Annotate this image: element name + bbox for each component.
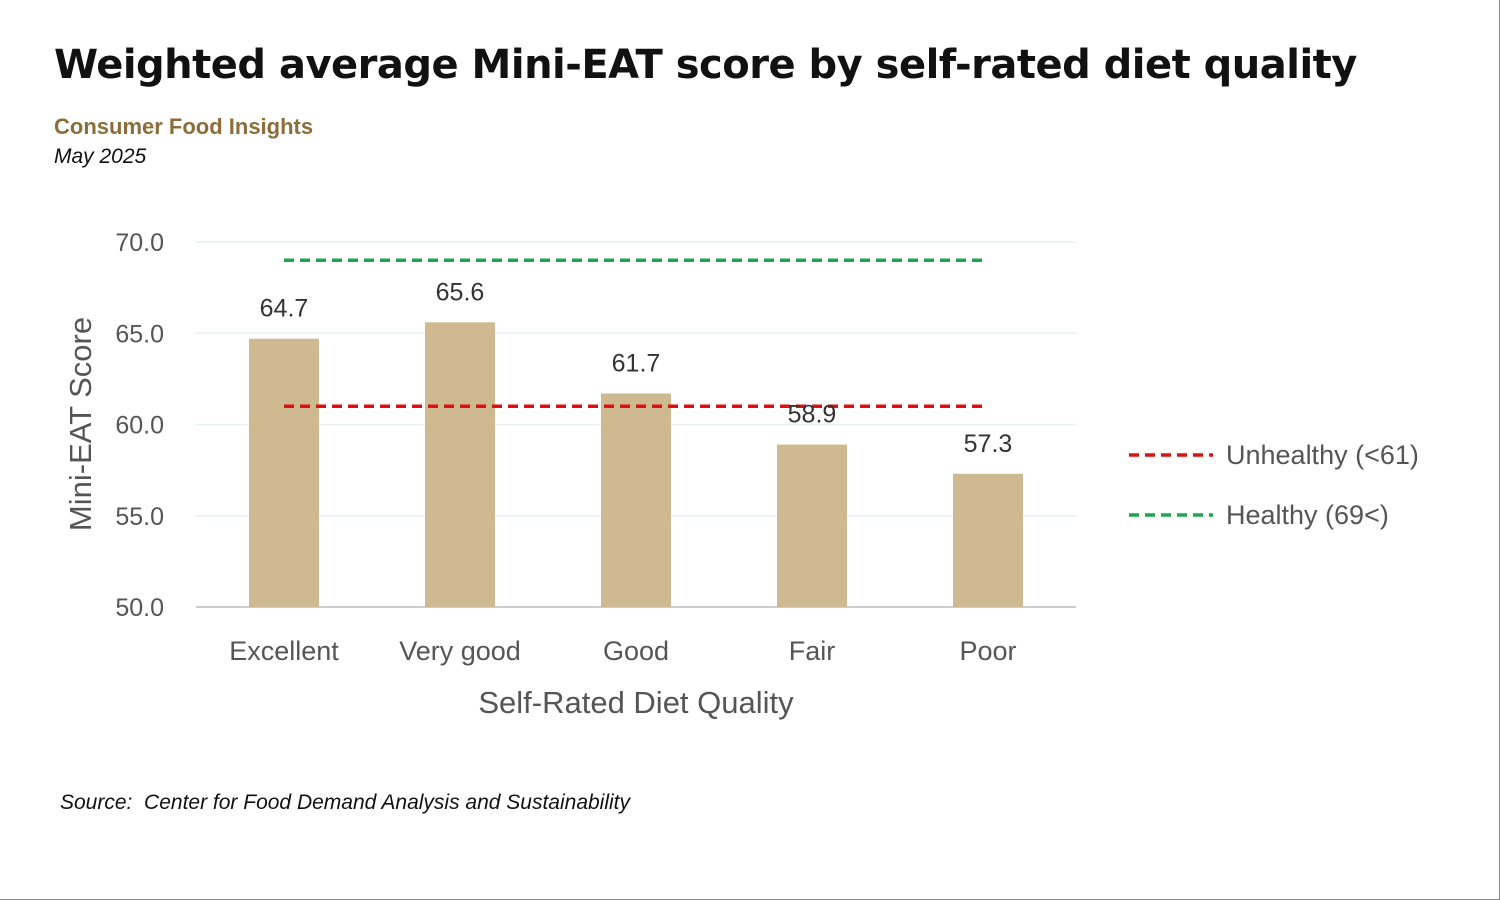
bar	[601, 393, 671, 607]
y-tick-label: 65.0	[115, 320, 164, 348]
data-labels: 64.7 65.6 61.7 58.9 57.3	[260, 278, 1013, 457]
legend: Unhealthy (<61) Healthy (69<)	[1129, 440, 1419, 530]
legend-label: Unhealthy (<61)	[1226, 440, 1419, 470]
data-label: 64.7	[260, 295, 309, 323]
data-label: 65.6	[436, 278, 485, 306]
chart-title: Weighted average Mini-EAT score by self-…	[54, 42, 1357, 88]
legend-label: Healthy (69<)	[1226, 500, 1389, 530]
bar	[425, 322, 495, 607]
data-label: 61.7	[612, 349, 661, 377]
x-axis-categories: Excellent Very good Good Fair Poor	[229, 636, 1016, 666]
x-tick-label: Poor	[959, 636, 1016, 666]
bar	[249, 338, 319, 607]
y-tick-label: 50.0	[115, 594, 164, 622]
reference-lines	[284, 258, 988, 408]
data-label: 58.9	[788, 401, 837, 429]
source-note: Source: Center for Food Demand Analysis …	[60, 791, 631, 814]
bars	[249, 322, 1023, 607]
x-tick-label: Fair	[789, 636, 836, 666]
x-tick-label: Excellent	[229, 636, 339, 666]
y-tick-label: 60.0	[115, 412, 164, 440]
x-tick-label: Good	[603, 636, 669, 666]
chart-date: May 2025	[54, 145, 147, 168]
data-label: 57.3	[964, 430, 1013, 458]
y-axis-title: Mini-EAT Score	[63, 317, 98, 531]
x-axis-title: Self-Rated Diet Quality	[478, 685, 794, 720]
bar	[953, 473, 1023, 607]
chart-subtitle: Consumer Food Insights	[54, 114, 314, 139]
y-tick-label: 70.0	[115, 229, 164, 257]
y-tick-label: 55.0	[115, 503, 164, 531]
bar	[777, 444, 847, 607]
x-tick-label: Very good	[399, 636, 521, 666]
y-axis-ticks: 50.0 55.0 60.0 65.0 70.0	[115, 229, 164, 622]
